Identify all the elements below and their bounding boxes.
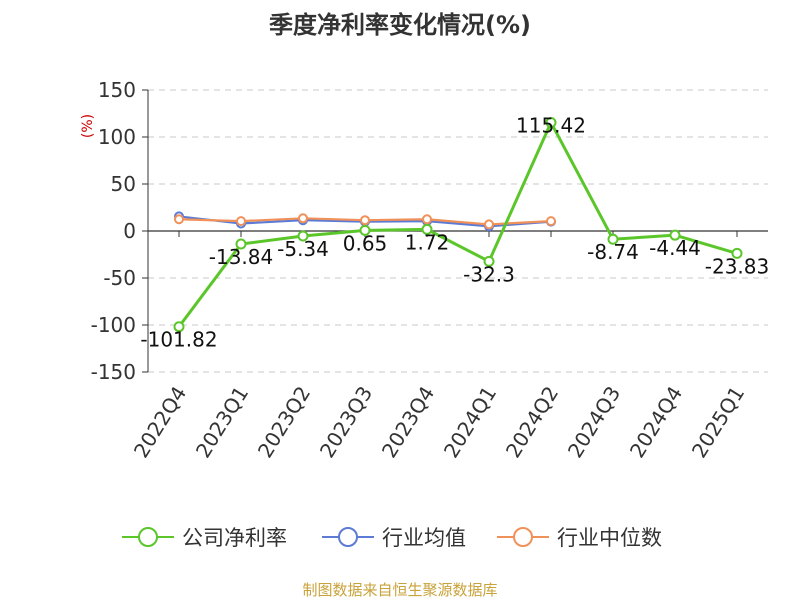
x-tick-label: 2023Q1 [191, 382, 253, 462]
series-point [484, 219, 494, 230]
series-point [545, 117, 557, 129]
y-tick-label: -100 [91, 313, 136, 337]
series-layer [173, 117, 743, 333]
data-labels: -101.82 -13.84 -5.34 0.65 1.72 -32.3 115.42 -8.… [140, 114, 769, 352]
data-label: -13.84 [209, 245, 273, 269]
series-point [360, 215, 370, 226]
y-tick-label: 150 [98, 78, 136, 102]
x-tick-label: 2023Q3 [315, 382, 377, 462]
y-tick-label: -150 [91, 360, 136, 384]
y-axis-ticks: 150 100 50 0 -50 -100 -150 [91, 78, 148, 384]
series-point [607, 233, 619, 245]
series-point [173, 321, 185, 333]
series-point [731, 247, 743, 259]
legend-label: 行业中位数 [557, 526, 662, 550]
legend-marker [513, 527, 533, 547]
axes [147, 90, 768, 372]
legend-marker [338, 527, 358, 547]
series-point [359, 224, 371, 236]
x-tick-label: 2025Q1 [687, 382, 749, 462]
x-tick-label: 2023Q2 [253, 382, 315, 462]
x-tick-label: 2024Q4 [625, 382, 687, 462]
data-label: -101.82 [140, 328, 217, 352]
series-point [483, 255, 495, 267]
x-tick-label: 2024Q2 [501, 382, 563, 462]
y-axis-unit: (%) [80, 114, 96, 138]
x-tick-label: 2024Q3 [563, 382, 625, 462]
series-point [174, 214, 184, 225]
data-label: -23.83 [705, 254, 769, 278]
series-point [297, 230, 309, 242]
data-label: 0.65 [343, 231, 388, 255]
data-label: 1.72 [405, 230, 450, 254]
x-tick-label: 2024Q1 [439, 382, 501, 462]
legend-item: 行业中位数 [497, 526, 662, 550]
series-point [546, 216, 556, 227]
y-tick-label: 0 [123, 219, 136, 243]
x-tick-label: 2023Q4 [377, 382, 439, 462]
legend-label: 公司净利率 [182, 526, 287, 550]
series-point [236, 216, 246, 227]
data-label: -4.44 [649, 236, 701, 260]
series-point [298, 213, 308, 224]
data-label: -5.34 [277, 237, 329, 261]
source-note: 制图数据来自恒生聚源数据库 [302, 581, 497, 599]
legend-marker [138, 527, 158, 547]
series-point [421, 223, 433, 235]
chart-title: 季度净利率变化情况(%) [269, 11, 531, 39]
series-0 [173, 117, 743, 333]
y-tick-label: -50 [103, 266, 136, 290]
legend-item: 公司净利率 [122, 526, 287, 550]
data-label: 115.42 [516, 114, 586, 138]
series-point [422, 214, 432, 225]
legend-item: 行业均值 [322, 526, 466, 550]
data-label: -8.74 [587, 240, 639, 264]
series-line [177, 119, 738, 328]
data-label: -32.3 [463, 262, 515, 286]
x-tick-label: 2022Q4 [129, 382, 191, 462]
grid-lines [148, 89, 768, 373]
series-point [669, 229, 681, 241]
series-2 [174, 213, 556, 230]
y-tick-label: 50 [111, 172, 136, 196]
series-point [235, 238, 247, 250]
y-tick-label: 100 [98, 125, 136, 149]
legend-label: 行业均值 [382, 526, 466, 550]
legend: 公司净利率 行业均值 行业中位数 [122, 526, 662, 550]
